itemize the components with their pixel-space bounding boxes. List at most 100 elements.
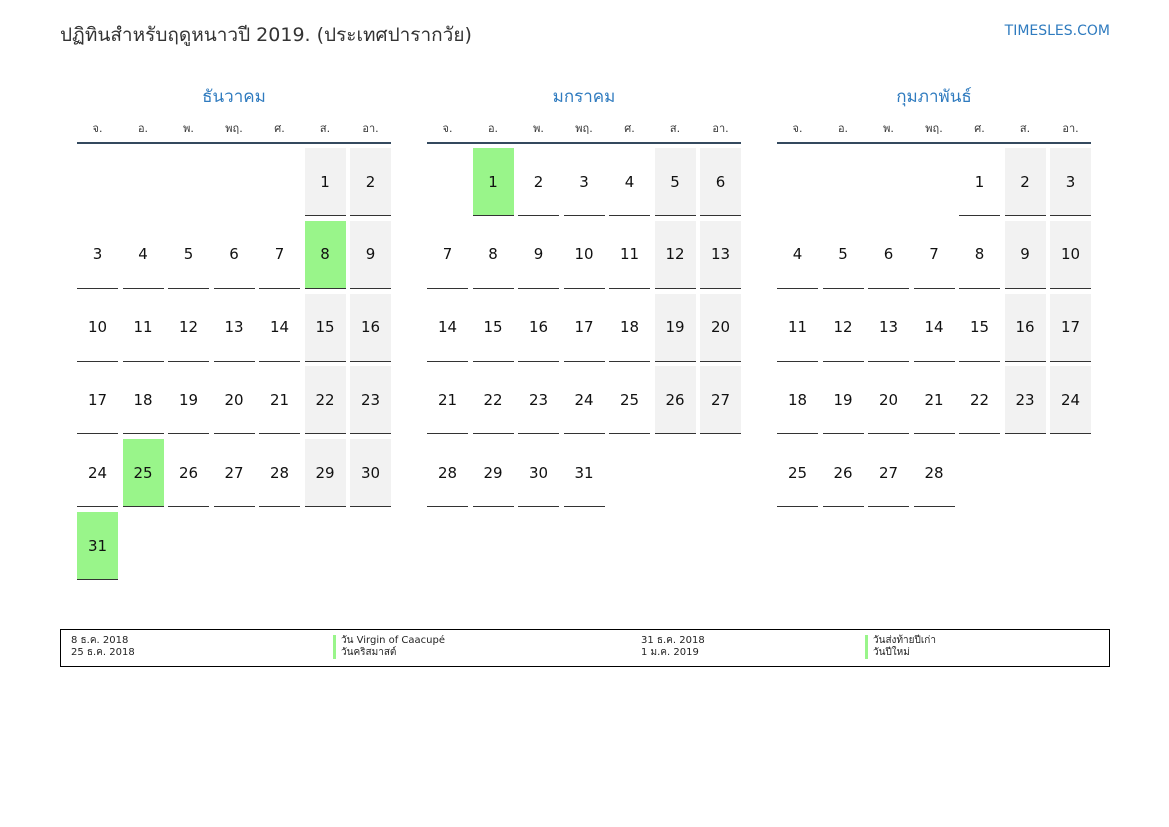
day-cell: 16 [350,293,391,362]
day-cell: 3 [1050,148,1091,216]
weekday: อ. [487,122,499,135]
day-cell: 9 [518,221,559,289]
day-cell: 5 [822,221,864,289]
day-cell: 2 [1004,148,1046,216]
day-cell: 22 [959,366,1000,435]
day-cell: 10 [563,221,605,289]
holiday-name: วันส่งท้ายปีเก่า [865,635,936,647]
day-cell: 25 [777,439,818,508]
holiday-name: วันปีใหม่ [865,647,910,659]
day-cell: 9 [350,220,391,289]
day-cell: 27 [213,439,255,508]
day-cell: 11 [609,221,650,289]
day-cell: 26 [822,439,864,508]
day-cell: 1 [472,148,514,216]
day-cell: 21 [427,366,468,435]
weekday: อา. [1062,122,1079,135]
header-line [427,142,741,144]
weekday: ศ. [624,122,635,135]
weekday: ศ. [974,122,985,135]
day-cell: 8 [959,221,1000,289]
weekday: ส. [319,122,331,135]
day-cell: 1 [959,148,1000,216]
weekday: พ. [883,122,894,135]
day-cell: 14 [259,294,300,362]
day-cell: 26 [654,366,696,435]
day-cell: 7 [259,221,300,289]
day-cell: 10 [1050,220,1091,289]
day-cell: 12 [822,294,864,362]
weekday: พ. [183,122,194,135]
day-cell: 24 [563,366,605,435]
day-cell: 13 [868,294,909,362]
weekday: อ. [137,122,149,135]
day-cell: 27 [700,366,741,435]
day-cell: 7 [913,221,955,289]
day-cell: 20 [700,293,741,362]
weekday: ศ. [274,122,285,135]
holiday-name: วัน Virgin of Caacupé [333,635,445,647]
day-cell: 18 [122,366,164,435]
day-cell: 21 [913,366,955,435]
day-cell: 15 [304,293,346,362]
holiday-date: 1 ม.ค. 2019 [641,647,699,658]
day-cell: 16 [1004,293,1046,362]
day-cell: 22 [304,366,346,435]
day-cell: 25 [122,439,164,508]
day-cell: 30 [350,439,391,508]
weekday: จ. [792,122,803,135]
day-cell: 11 [777,294,818,362]
weekday: อา. [712,122,729,135]
day-cell: 9 [1004,220,1046,289]
day-cell: 14 [427,294,468,362]
site-link[interactable]: TIMESLES.COM [1004,23,1110,39]
day-cell: 12 [654,220,696,289]
day-cell: 20 [868,366,909,435]
weekday: ส. [669,122,681,135]
weekday: จ. [442,122,453,135]
day-cell: 28 [427,439,468,508]
day-cell: 11 [122,294,164,362]
day-cell: 7 [427,221,468,289]
holiday-name: วันคริสมาสต์ [333,647,396,659]
day-cell: 5 [654,148,696,216]
month-name: มกราคม [552,87,616,107]
day-cell: 21 [259,366,300,435]
month-name: ธันวาคม [202,87,266,107]
day-cell: 4 [777,221,818,289]
day-cell: 10 [77,294,118,362]
day-cell: 27 [868,439,909,508]
page-title: ปฏิทินสำหรับฤดูหนาวปี 2019. (ประเทศปาราก… [60,24,472,46]
day-cell: 3 [77,221,118,289]
day-cell: 2 [518,148,559,216]
holiday-date: 31 ธ.ค. 2018 [641,635,705,646]
day-cell: 13 [700,220,741,289]
weekday: จ. [92,122,103,135]
day-cell: 24 [77,439,118,508]
day-cell: 12 [168,294,209,362]
day-cell: 24 [1050,366,1091,435]
day-cell: 2 [350,148,391,216]
day-cell: 22 [472,366,514,435]
day-cell: 28 [913,439,955,508]
weekday: พ. [533,122,544,135]
day-cell: 29 [472,439,514,508]
weekday: อา. [362,122,379,135]
day-cell: 3 [563,148,605,216]
weekday: พฤ. [575,122,593,135]
day-cell: 23 [518,366,559,435]
day-cell: 31 [563,439,605,508]
day-cell: 19 [822,366,864,435]
header-line [777,142,1091,144]
day-cell: 30 [518,439,559,508]
weekday: อ. [837,122,849,135]
weekday: ส. [1019,122,1031,135]
day-cell: 8 [472,221,514,289]
day-cell: 14 [913,294,955,362]
day-cell: 17 [563,294,605,362]
weekday: พฤ. [225,122,243,135]
day-cell: 23 [1004,366,1046,435]
day-cell: 23 [350,366,391,435]
day-cell: 19 [654,293,696,362]
